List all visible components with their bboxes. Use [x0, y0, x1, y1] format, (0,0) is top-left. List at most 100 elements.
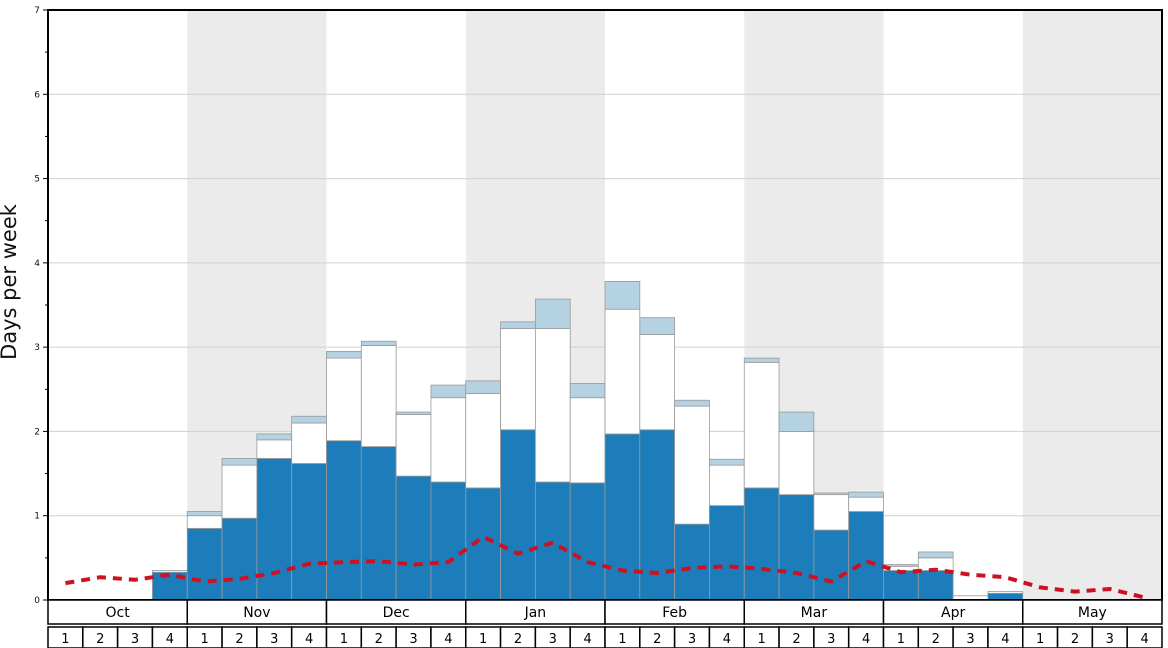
month-label: Mar: [801, 605, 828, 621]
light-blue-days-segment: [604, 280, 641, 310]
white-days-segment: [987, 591, 1024, 594]
month-cell: [186, 599, 328, 625]
week-number-label: 4: [583, 632, 591, 647]
y-tick-label: 7: [34, 6, 40, 16]
white-days-segment: [395, 414, 432, 477]
light-blue-days-segment: [221, 457, 258, 466]
light-blue-days-segment: [326, 350, 362, 359]
month-cell: [743, 599, 885, 625]
x-axis-tables: Oct Nov Dec Jan Feb Mar Apr May 1 2 3 4 1 2 3 4 1 2 3 4 1 2 3 4…: [47, 599, 1163, 648]
week-number-label: 1: [340, 632, 348, 647]
dark-blue-days-segment: [256, 457, 293, 601]
dark-blue-days-segment: [569, 482, 606, 601]
week-number-label: 1: [1036, 632, 1044, 647]
month-cell: [882, 599, 1024, 625]
dark-blue-days-segment: [848, 511, 884, 601]
week-number-label: 3: [409, 632, 417, 647]
month-label: Oct: [106, 605, 131, 621]
week-number-label: 3: [966, 632, 974, 647]
y-tick-label: 5: [34, 175, 40, 185]
white-days-segment: [291, 422, 327, 464]
week-number-label: 2: [1071, 632, 1079, 647]
week-number-label: 2: [375, 632, 383, 647]
week-number-label: 1: [201, 632, 209, 647]
light-blue-days-segment: [883, 564, 919, 567]
dark-blue-days-segment: [778, 494, 815, 601]
white-days-segment: [326, 357, 362, 442]
light-blue-days-segment: [186, 511, 223, 517]
dark-blue-days-segment: [291, 463, 327, 601]
week-number-label: 3: [827, 632, 835, 647]
light-blue-days-segment: [534, 298, 571, 330]
y-tick-label: 3: [34, 343, 40, 353]
light-blue-days-segment: [743, 357, 780, 363]
white-days-segment: [604, 308, 641, 435]
white-days-segment: [813, 494, 850, 531]
white-days-segment: [221, 464, 258, 519]
month-label: Feb: [662, 605, 687, 621]
week-number-label: 4: [305, 632, 313, 647]
week-number-label: 1: [61, 632, 69, 647]
white-days-segment: [709, 464, 745, 507]
week-number-label: 3: [688, 632, 696, 647]
light-blue-days-segment: [569, 382, 606, 399]
light-blue-days-segment: [395, 411, 432, 415]
y-tick-label: 2: [34, 427, 40, 437]
y-tick-label: 1: [34, 512, 40, 522]
y-tick-label: 4: [34, 259, 40, 269]
week-number-label: 4: [1001, 632, 1009, 647]
y-tick-label: 6: [34, 90, 40, 100]
white-days-segment: [848, 496, 884, 512]
dark-blue-days-segment: [813, 529, 850, 601]
month-label: Jan: [524, 605, 547, 621]
light-blue-days-segment: [639, 317, 676, 335]
light-blue-days-segment: [430, 384, 467, 399]
week-number-label: 1: [479, 632, 487, 647]
light-blue-days-segment: [674, 399, 710, 407]
white-days-segment: [152, 570, 188, 573]
dark-blue-days-segment: [221, 517, 258, 601]
light-blue-days-segment: [360, 340, 397, 346]
dark-blue-days-segment: [465, 487, 501, 601]
month-label: Nov: [243, 605, 270, 621]
week-cell: [1126, 626, 1163, 648]
dark-blue-days-segment: [917, 570, 954, 601]
month-label: Dec: [383, 605, 410, 621]
week-number-label: 2: [514, 632, 522, 647]
week-number-label: 2: [235, 632, 243, 647]
week-number-label: 3: [1106, 632, 1114, 647]
week-number-label: 3: [131, 632, 139, 647]
week-number-label: 2: [96, 632, 104, 647]
month-label: May: [1078, 605, 1107, 621]
dark-blue-days-segment: [186, 527, 223, 601]
week-number-label: 4: [1140, 632, 1148, 647]
week-number-label: 2: [653, 632, 661, 647]
week-number-label: 1: [618, 632, 626, 647]
white-days-segment: [430, 397, 467, 483]
dark-blue-days-segment: [987, 592, 1024, 601]
week-number-label: 4: [444, 632, 452, 647]
dark-blue-days-segment: [430, 481, 467, 601]
bars-layer: [152, 280, 1024, 601]
white-days-segment: [569, 397, 606, 484]
white-days-segment: [743, 361, 780, 489]
light-blue-days-segment: [291, 415, 327, 424]
white-days-segment: [534, 328, 571, 483]
week-number-label: 4: [862, 632, 870, 647]
week-number-label: 1: [897, 632, 905, 647]
week-number-label: 2: [792, 632, 800, 647]
week-number-label: 3: [270, 632, 278, 647]
week-number-label: 4: [723, 632, 731, 647]
dark-blue-days-segment: [883, 570, 919, 601]
week-number-label: 4: [166, 632, 174, 647]
dark-blue-days-segment: [360, 446, 397, 601]
dark-blue-days-segment: [604, 433, 641, 601]
white-days-segment: [778, 431, 815, 496]
white-days-segment: [256, 439, 293, 459]
white-days-segment: [639, 334, 676, 431]
dark-blue-days-segment: [500, 429, 536, 601]
white-days-segment: [674, 405, 710, 525]
light-blue-days-segment: [778, 411, 815, 432]
